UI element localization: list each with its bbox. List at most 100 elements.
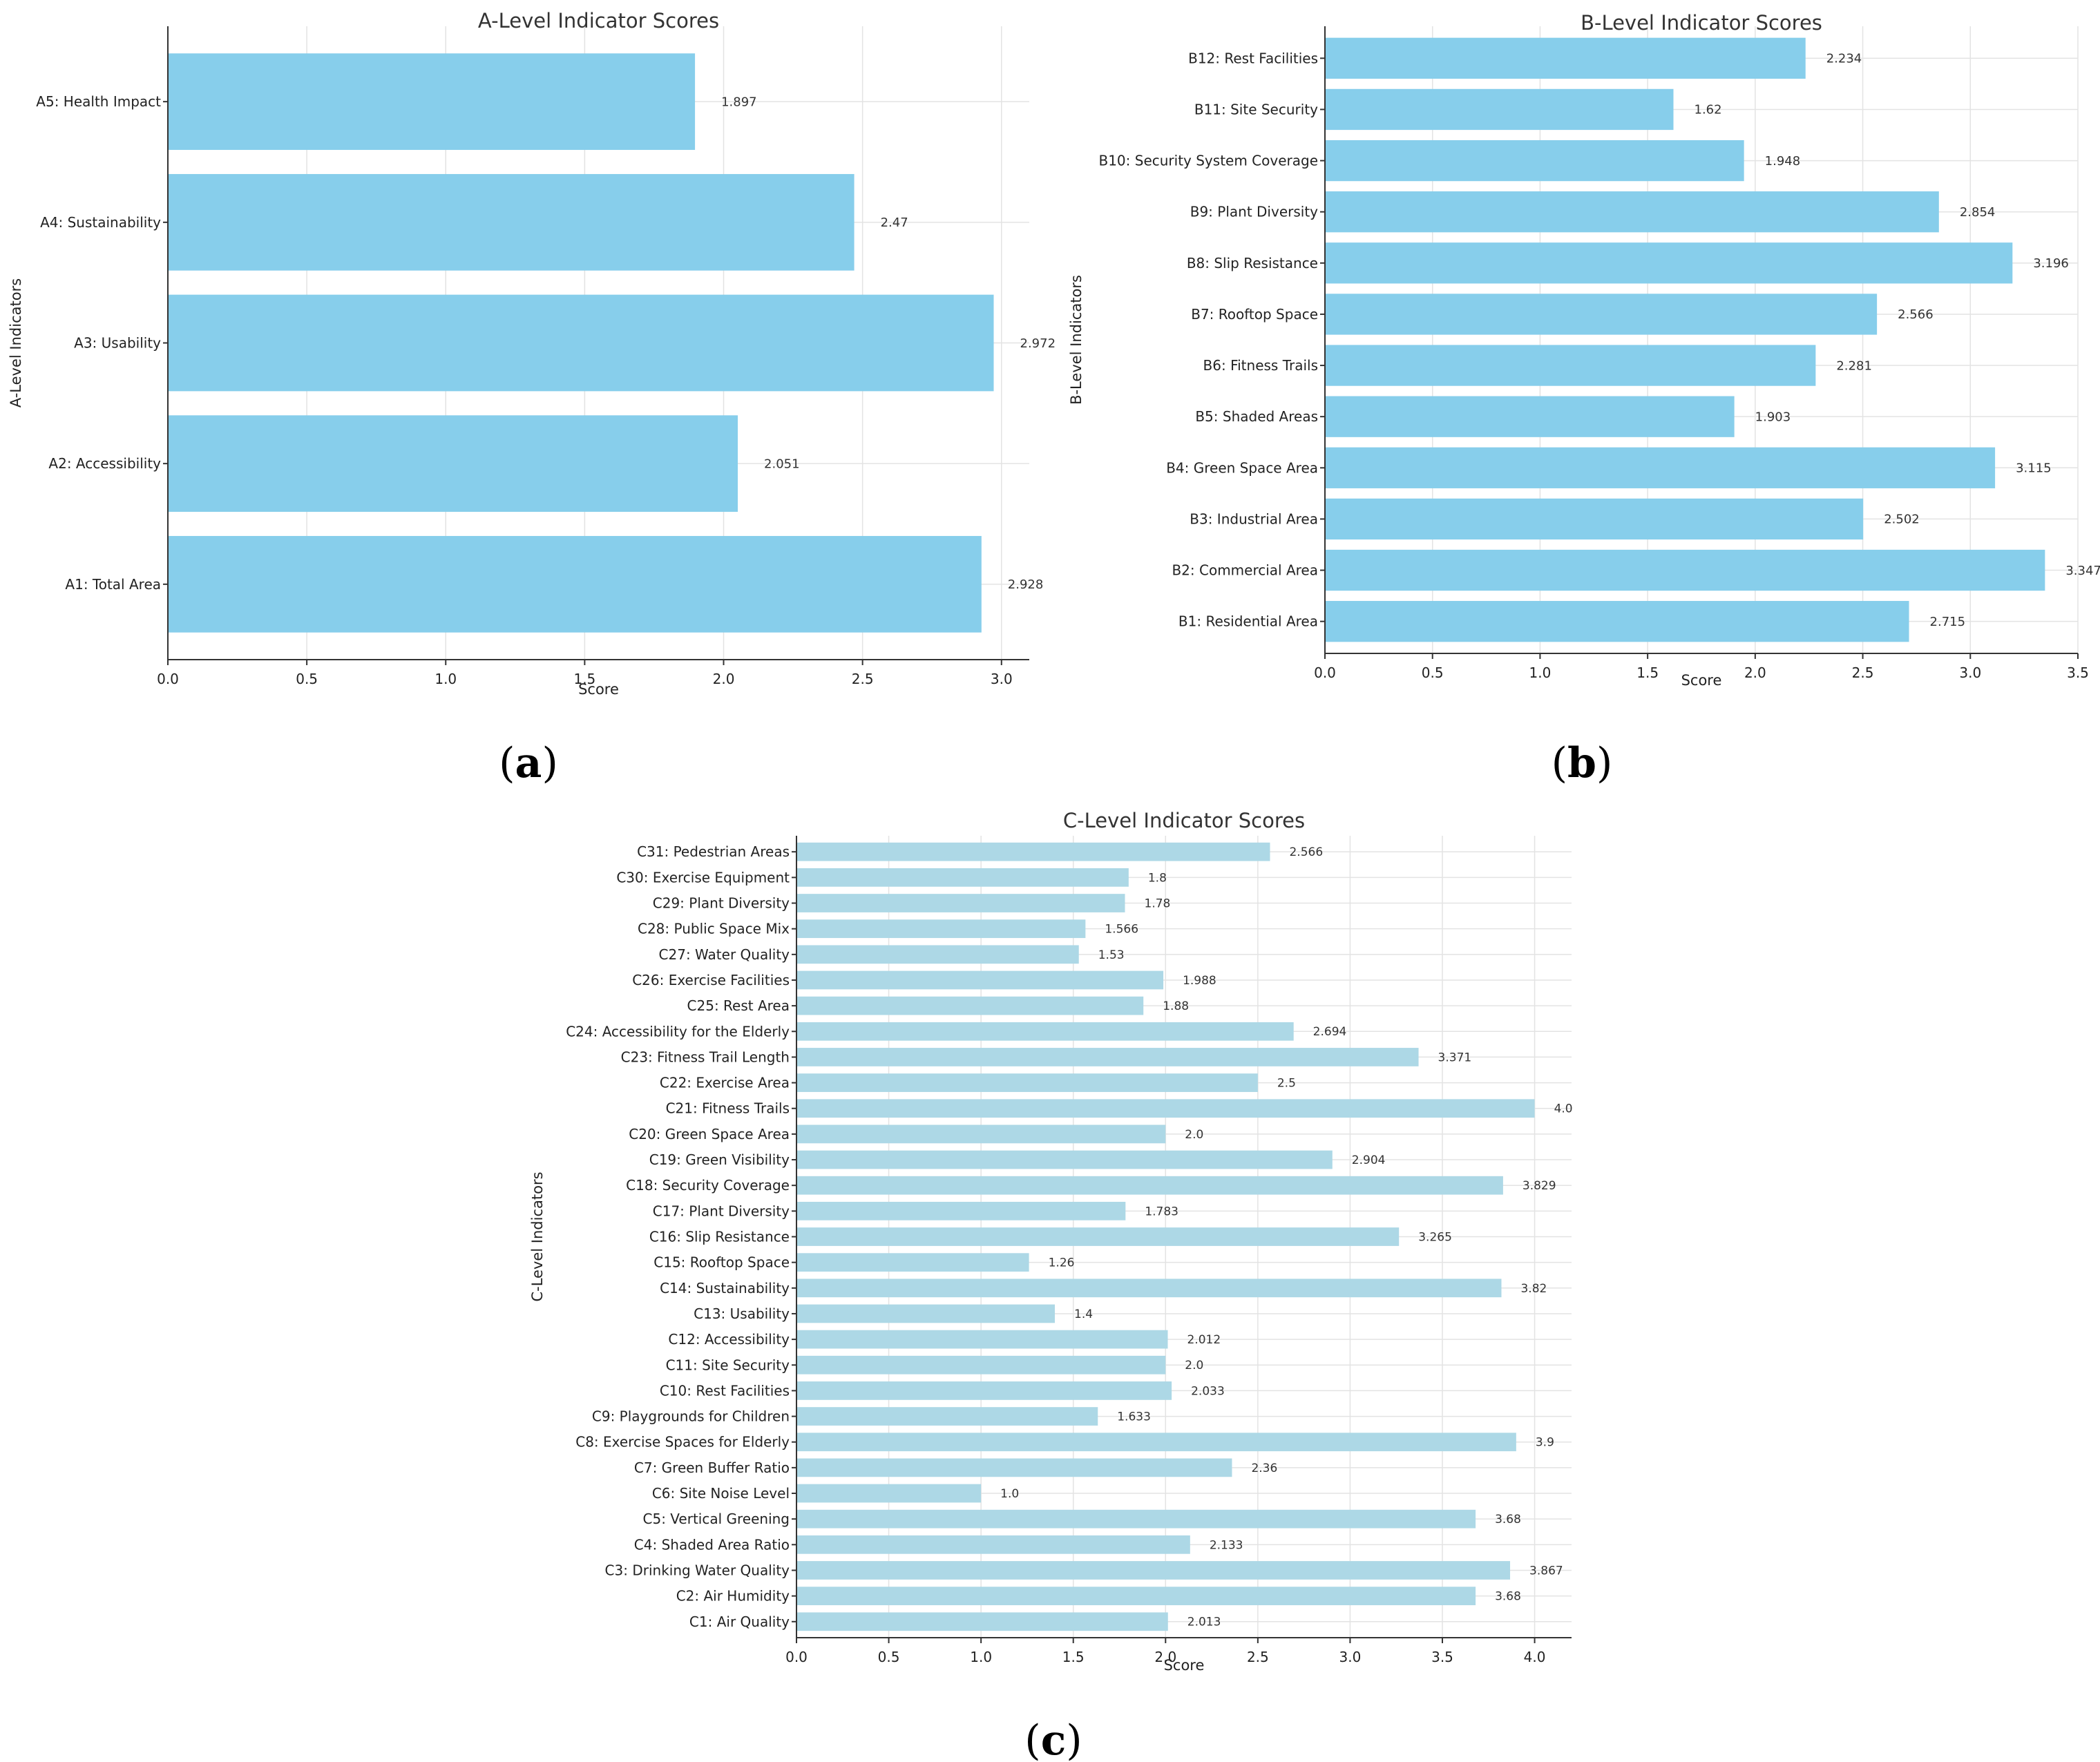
data-label: 2.033 [1191,1384,1225,1398]
bar [1325,396,1735,437]
data-label: 3.82 [1520,1282,1547,1296]
y-tick-label: C1: Air Quality [689,1613,790,1630]
x-tick-label: 3.0 [991,671,1013,687]
y-tick-label: C26: Exercise Facilities [632,972,790,988]
data-label: 1.897 [721,95,757,109]
chart-title: C-Level Indicator Scores [1063,809,1305,832]
data-label: 1.566 [1105,923,1138,937]
y-tick-label: C17: Plant Diversity [653,1203,790,1219]
x-axis-label: Score [1164,1657,1205,1674]
y-tick-label: C22: Exercise Area [660,1075,790,1091]
data-label: 2.133 [1210,1538,1243,1552]
y-axis-label: A-Level Indicators [8,278,24,408]
data-label: 2.0 [1185,1359,1203,1372]
bar [796,1458,1232,1477]
data-label: 2.36 [1251,1462,1277,1475]
y-tick-label: B2: Commercial Area [1172,562,1318,579]
data-label: 3.265 [1418,1230,1452,1244]
panel-label-letter: a [515,739,542,787]
data-label: 1.633 [1117,1410,1151,1424]
data-label: 2.715 [1930,615,1966,629]
bar [796,996,1144,1015]
bar [1325,37,1806,79]
data-label: 1.53 [1098,948,1125,962]
bar [796,919,1086,939]
bar [796,1253,1029,1272]
x-tick-label: 3.5 [1431,1649,1453,1665]
x-tick-label: 2.0 [1154,1649,1176,1665]
bar [1325,447,1996,488]
bar [796,945,1079,964]
bar [796,1561,1511,1580]
y-tick-label: B9: Plant Diversity [1190,204,1318,220]
data-label: 2.051 [764,457,800,471]
bar [796,1201,1126,1220]
data-label: 1.903 [1755,410,1791,424]
bar [1325,140,1744,182]
y-tick-label: B6: Fitness Trails [1203,357,1318,374]
y-tick-label: B7: Rooftop Space [1191,306,1318,323]
y-tick-label: C8: Exercise Spaces for Elderly [575,1434,790,1450]
x-tick-label: 1.5 [573,671,595,687]
bar [796,1381,1172,1400]
bar [796,1612,1168,1631]
bar [796,1304,1055,1323]
data-label: 1.8 [1148,871,1167,885]
y-tick-label: C7: Green Buffer Ratio [634,1459,790,1476]
bar [168,415,738,513]
bar [796,1587,1476,1606]
data-label: 2.47 [881,216,908,230]
y-tick-label: C20: Green Space Area [629,1126,790,1142]
y-tick-label: C27: Water Quality [659,946,790,963]
data-label: 1.0 [1000,1487,1019,1501]
bar [796,1407,1098,1426]
bar [1325,294,1878,335]
bar [1325,549,2045,591]
x-tick-label: 4.0 [1524,1649,1546,1665]
y-tick-label: B3: Industrial Area [1190,510,1318,527]
y-axis-label: C-Level Indicators [529,1171,546,1301]
y-tick-label: C6: Site Noise Level [652,1485,790,1502]
x-tick-label: 2.0 [1744,664,1766,681]
panel-label: (a) [499,739,558,787]
x-tick-label: 3.5 [2067,664,2089,681]
x-tick-label: 3.0 [1339,1649,1362,1665]
panel-label-letter: c [1041,1716,1067,1762]
x-tick-label: 1.5 [1636,664,1659,681]
x-tick-label: 1.0 [970,1649,992,1665]
x-axis-label: Score [578,681,619,698]
y-tick-label: C12: Accessibility [668,1331,790,1348]
data-label: 2.5 [1277,1077,1296,1091]
panel-label: (c) [1024,1716,1082,1762]
x-tick-label: 2.5 [1247,1649,1269,1665]
bar [796,1509,1476,1529]
y-tick-label: C28: Public Space Mix [638,921,790,937]
y-tick-label: C21: Fitness Trails [666,1100,790,1117]
x-axis-label: Score [1681,672,1722,689]
y-tick-label: B10: Security System Coverage [1098,153,1318,169]
y-axis-label: B-Level Indicators [1068,275,1085,405]
bar [796,1099,1535,1118]
bar [796,842,1270,861]
x-tick-label: 2.5 [1852,664,1874,681]
bar [1325,242,2013,284]
x-tick-label: 0.0 [785,1649,808,1665]
y-tick-label: C15: Rooftop Space [653,1254,790,1271]
y-tick-label: C11: Site Security [666,1357,790,1373]
data-label: 1.62 [1695,103,1722,117]
bar [796,1355,1166,1375]
y-tick-label: C4: Shaded Area Ratio [634,1536,790,1553]
bar [796,894,1125,912]
x-tick-label: 3.0 [1959,664,1981,681]
data-label: 2.854 [1960,205,1996,220]
bar [1325,191,1939,233]
y-tick-label: A1: Total Area [65,576,161,593]
x-tick-label: 0.5 [1422,664,1444,681]
data-label: 1.948 [1765,154,1801,169]
x-tick-label: 1.5 [1062,1649,1085,1665]
bar [796,1022,1294,1041]
x-tick-label: 2.0 [713,671,735,687]
chart-title: A-Level Indicator Scores [478,9,719,32]
y-tick-label: C18: Security Coverage [626,1177,790,1194]
